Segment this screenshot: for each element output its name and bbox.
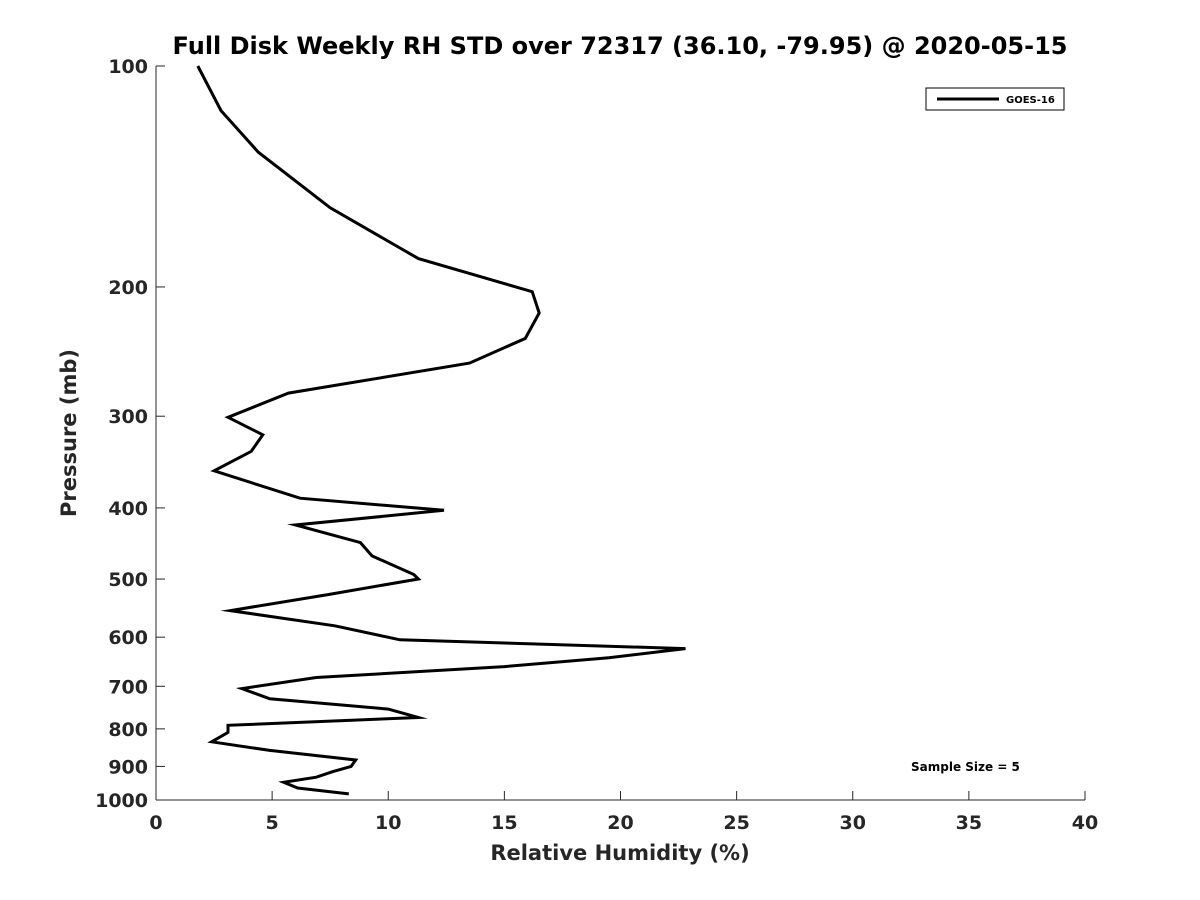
y-tick-label: 100: [108, 56, 148, 78]
x-tick-label: 10: [375, 812, 401, 834]
legend: GOES-16: [925, 87, 1065, 111]
y-tick-label: 600: [108, 627, 148, 649]
x-tick-label: 35: [956, 812, 982, 834]
y-tick-label: 400: [108, 498, 148, 520]
x-tick-label: 0: [149, 812, 162, 834]
x-axis: 0 5 10 15 20 25 30 35 40: [149, 791, 1098, 834]
y-tick-label: 700: [108, 676, 148, 698]
plot-area: [196, 65, 686, 796]
series-line-goes-16: [196, 65, 686, 796]
y-tick-label: 1000: [95, 790, 148, 812]
y-axis-label: Pressure (mb): [57, 349, 81, 517]
y-tick-label: 900: [108, 756, 148, 778]
y-tick-label: 300: [108, 406, 148, 428]
y-tick-label: 800: [108, 719, 148, 741]
x-tick-label: 25: [723, 812, 749, 834]
y-axis: 100 200 300 400 500 600 700 800 900 1000: [95, 56, 165, 812]
x-tick-label: 40: [1072, 812, 1098, 834]
legend-label-goes-16: GOES-16: [1006, 95, 1055, 106]
x-axis-label: Relative Humidity (%): [490, 841, 749, 865]
y-tick-label: 500: [108, 569, 148, 591]
sample-size-annotation: Sample Size = 5: [911, 760, 1020, 774]
x-tick-label: 15: [491, 812, 517, 834]
chart-title: Full Disk Weekly RH STD over 72317 (36.1…: [173, 32, 1068, 60]
x-tick-label: 20: [607, 812, 633, 834]
x-tick-label: 5: [266, 812, 279, 834]
x-tick-label: 30: [840, 812, 866, 834]
y-tick-label: 200: [108, 277, 148, 299]
